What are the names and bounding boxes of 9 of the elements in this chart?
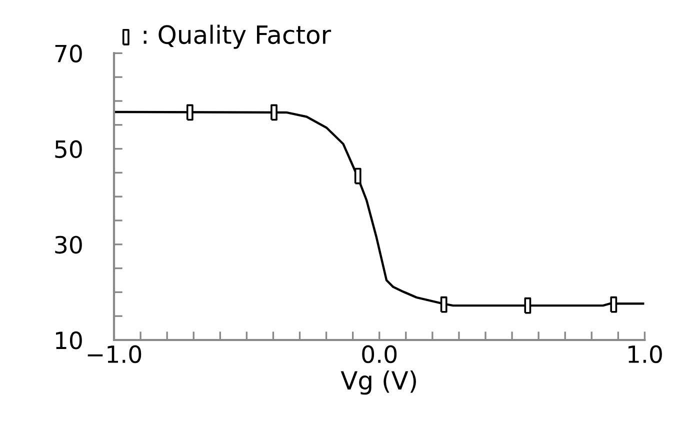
x-tick-label: 0.0 — [362, 345, 397, 364]
x-axis-title: Vg (V) — [340, 370, 416, 395]
y-tick-label: 70 — [55, 44, 82, 62]
y-tick-label: 50 — [55, 140, 82, 158]
x-tick-label: −1.0 — [88, 345, 142, 364]
legend-label: : Quality Factor — [144, 24, 332, 49]
x-tick-label: 1.0 — [628, 345, 662, 364]
y-tick-label: 10 — [56, 331, 82, 350]
y-tick-label: 30 — [55, 236, 82, 254]
